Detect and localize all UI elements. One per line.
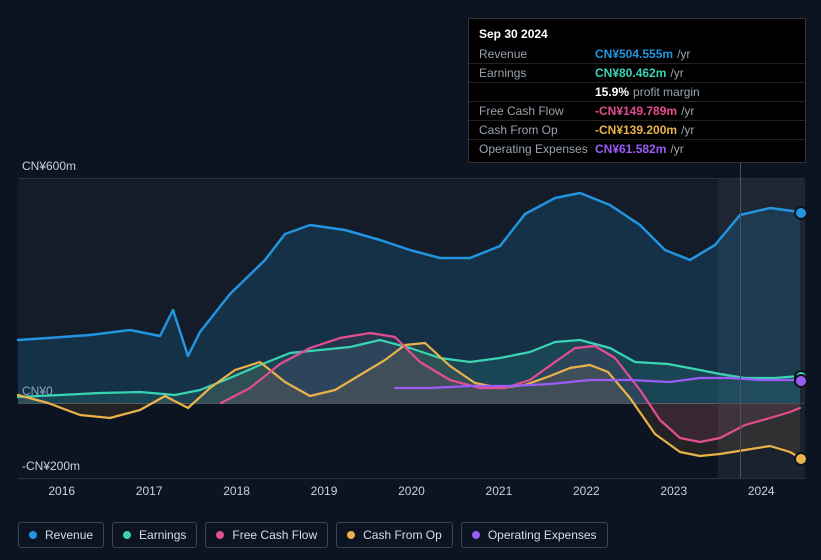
tooltip-row-value: -CN¥139.200m/yr xyxy=(595,123,694,137)
end-dot-cfo xyxy=(794,452,808,466)
legend-item-earnings[interactable]: Earnings xyxy=(112,522,197,548)
tooltip-row-suffix: /yr xyxy=(677,47,690,61)
x-tick-2018: 2018 xyxy=(193,484,280,498)
tooltip-row-0: RevenueCN¥504.555m/yr xyxy=(469,45,805,63)
tooltip-row-3: Free Cash Flow-CN¥149.789m/yr xyxy=(469,101,805,120)
legend-item-fcf[interactable]: Free Cash Flow xyxy=(205,522,328,548)
legend-item-opex[interactable]: Operating Expenses xyxy=(461,522,608,548)
legend-dot-icon xyxy=(216,531,224,539)
tooltip-row-suffix: /yr xyxy=(681,123,694,137)
chart-legend: Revenue Earnings Free Cash Flow Cash From O… xyxy=(18,522,608,548)
legend-dot-icon xyxy=(29,531,37,539)
tooltip-row-suffix: /yr xyxy=(681,104,694,118)
x-tick-2021: 2021 xyxy=(455,484,542,498)
tooltip-row-label: Earnings xyxy=(479,66,595,80)
x-tick-2022: 2022 xyxy=(543,484,630,498)
chart-tooltip: Sep 30 2024 RevenueCN¥504.555m/yrEarning… xyxy=(468,18,806,163)
legend-dot-icon xyxy=(472,531,480,539)
legend-label: Free Cash Flow xyxy=(232,528,317,542)
tooltip-row-label: Operating Expenses xyxy=(479,142,595,156)
x-tick-2024: 2024 xyxy=(718,484,805,498)
tooltip-row-value: 15.9%profit margin xyxy=(595,85,700,99)
tooltip-date: Sep 30 2024 xyxy=(469,23,805,45)
tooltip-row-4: Cash From Op-CN¥139.200m/yr xyxy=(469,120,805,139)
x-tick-2016: 2016 xyxy=(18,484,105,498)
x-tick-2019: 2019 xyxy=(280,484,367,498)
tooltip-row-2: 15.9%profit margin xyxy=(469,82,805,101)
tooltip-row-label: Revenue xyxy=(479,47,595,61)
legend-label: Operating Expenses xyxy=(488,528,597,542)
tooltip-row-5: Operating ExpensesCN¥61.582m/yr xyxy=(469,139,805,158)
tooltip-row-suffix: profit margin xyxy=(633,85,700,99)
legend-dot-icon xyxy=(347,531,355,539)
legend-item-cfo[interactable]: Cash From Op xyxy=(336,522,453,548)
tooltip-row-value: CN¥61.582m/yr xyxy=(595,142,684,156)
tooltip-row-value: CN¥504.555m/yr xyxy=(595,47,690,61)
legend-label: Earnings xyxy=(139,528,186,542)
end-dot-revenue xyxy=(794,206,808,220)
x-tick-2017: 2017 xyxy=(105,484,192,498)
tooltip-row-suffix: /yr xyxy=(670,142,683,156)
tooltip-row-value: CN¥80.462m/yr xyxy=(595,66,684,80)
tooltip-row-label: Free Cash Flow xyxy=(479,104,595,118)
legend-dot-icon xyxy=(123,531,131,539)
x-tick-2020: 2020 xyxy=(368,484,455,498)
x-axis: 201620172018201920202021202220232024 xyxy=(18,484,805,498)
x-tick-2023: 2023 xyxy=(630,484,717,498)
legend-label: Revenue xyxy=(45,528,93,542)
tooltip-row-suffix: /yr xyxy=(670,66,683,80)
tooltip-row-value: -CN¥149.789m/yr xyxy=(595,104,694,118)
legend-label: Cash From Op xyxy=(363,528,442,542)
end-dot-opex xyxy=(794,374,808,388)
legend-item-revenue[interactable]: Revenue xyxy=(18,522,104,548)
tooltip-row-1: EarningsCN¥80.462m/yr xyxy=(469,63,805,82)
tooltip-row-label: Cash From Op xyxy=(479,123,595,137)
